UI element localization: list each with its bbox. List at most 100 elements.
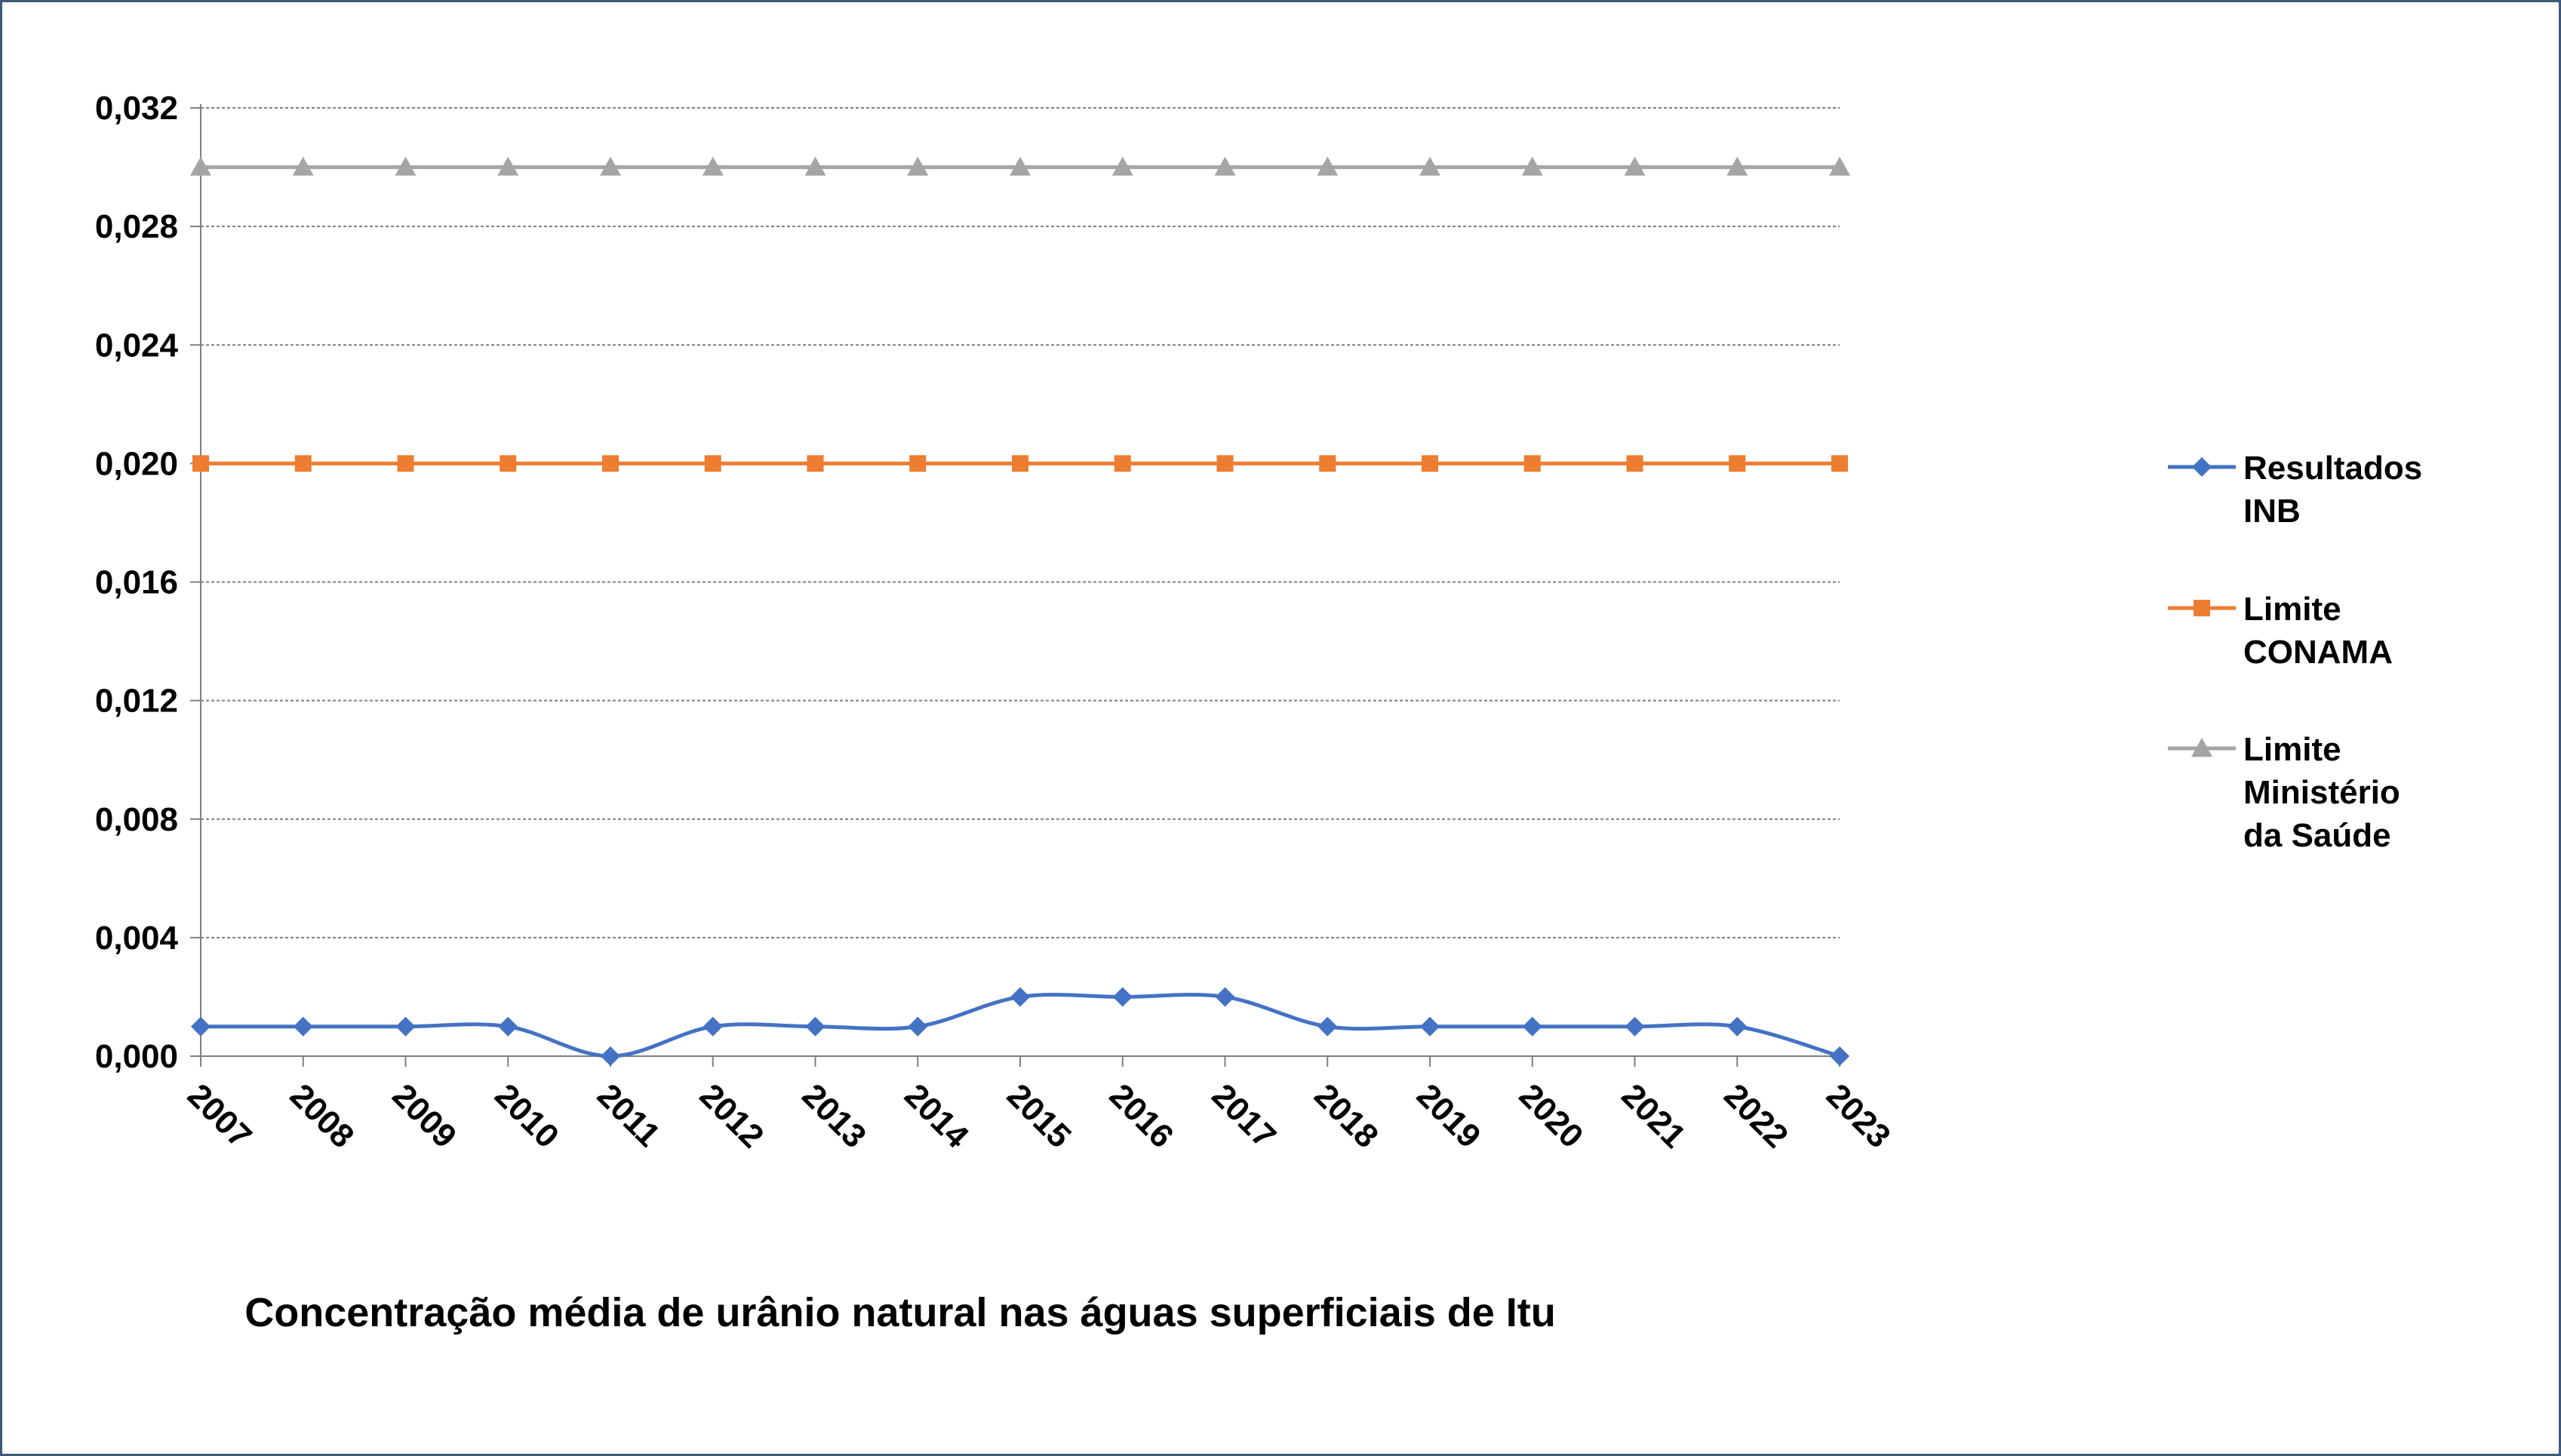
data-point: [601, 1046, 620, 1066]
data-point: [1829, 156, 1850, 176]
data-point: [909, 455, 927, 472]
data-point: [908, 1016, 928, 1037]
gridlines: [201, 107, 1840, 938]
legend-label: Limite: [2243, 591, 2341, 628]
data-point: [1523, 455, 1541, 472]
legend-marker: [2192, 457, 2212, 477]
x-tick-label: 2014: [897, 1077, 976, 1155]
data-point: [1216, 455, 1234, 472]
legend-marker: [2191, 738, 2212, 757]
x-tick-label: 2020: [1512, 1077, 1591, 1155]
data-point: [1317, 1016, 1338, 1037]
legend-entry: Limite CONAMA: [2168, 591, 2393, 671]
data-point: [294, 455, 312, 472]
legend-label: Limite: [2243, 731, 2341, 768]
y-tick-label: 0,012: [95, 683, 178, 720]
y-tick-label: 0,020: [95, 445, 178, 482]
data-point: [1830, 1046, 1849, 1066]
series-0: [191, 987, 1849, 1066]
data-point: [1114, 455, 1131, 472]
legend-label: da Saúde: [2243, 817, 2391, 854]
y-tick-label: 0,000: [95, 1038, 178, 1075]
legend-label: Ministério: [2243, 774, 2400, 811]
data-point: [702, 156, 724, 176]
x-axis-ticks: 2007 2008 2009 2010 2011 2012 2013 2014 2015 2016…: [180, 1077, 1898, 1155]
x-tick-label: 2022: [1717, 1077, 1795, 1155]
data-point: [804, 156, 826, 176]
series-1: [192, 455, 1848, 472]
x-tick-label: 2013: [795, 1077, 873, 1155]
data-point: [1726, 156, 1748, 176]
data-point: [1521, 156, 1543, 176]
data-point: [703, 1016, 723, 1037]
x-tick-label: 2010: [487, 1077, 566, 1155]
data-point: [1215, 987, 1235, 1007]
data-point: [1419, 156, 1440, 176]
data-point: [600, 156, 621, 176]
y-tick-label: 0,028: [95, 208, 178, 245]
axes: [190, 104, 1840, 1067]
x-tick-label: 2017: [1204, 1077, 1283, 1155]
x-tick-label: 2019: [1410, 1077, 1488, 1155]
x-tick-label: 2016: [1102, 1077, 1181, 1155]
x-tick-label: 2007: [180, 1077, 259, 1155]
data-point: [1420, 1016, 1440, 1037]
data-point: [1010, 987, 1030, 1007]
data-point: [1422, 455, 1438, 472]
x-tick-label: 2009: [385, 1077, 463, 1155]
data-point: [1111, 156, 1133, 176]
legend-label: CONAMA: [2243, 634, 2393, 671]
data-point: [1214, 156, 1236, 176]
data-point: [1831, 455, 1848, 472]
data-point: [395, 156, 417, 176]
data-point: [500, 455, 517, 472]
data-point: [1625, 1016, 1645, 1037]
y-tick-label: 0,032: [95, 90, 178, 127]
data-point: [497, 156, 519, 176]
data-point: [1624, 156, 1646, 176]
x-tick-label: 2023: [1819, 1077, 1898, 1155]
data-point: [395, 1016, 416, 1037]
data-point: [1010, 156, 1031, 176]
series: [190, 156, 1850, 1066]
data-point: [293, 1016, 313, 1037]
data-point: [807, 455, 824, 472]
legend-entry: Limite Ministério da Saúde: [2168, 731, 2400, 854]
x-tick-label: 2021: [1614, 1077, 1692, 1155]
data-point: [602, 455, 619, 472]
data-point: [704, 455, 721, 472]
series-2: [190, 156, 1850, 176]
y-tick-label: 0,016: [95, 564, 178, 601]
x-tick-label: 2018: [1307, 1077, 1385, 1155]
y-tick-label: 0,024: [95, 327, 179, 364]
data-point: [192, 455, 209, 472]
x-tick-label: 2008: [283, 1077, 361, 1155]
data-point: [190, 156, 211, 176]
data-point: [1112, 987, 1133, 1007]
data-point: [397, 455, 414, 472]
data-point: [1626, 455, 1643, 472]
data-point: [1317, 156, 1339, 176]
data-point: [907, 156, 929, 176]
legend: Resultados INB Limite CONAMA Limite Ministéri…: [2168, 450, 2422, 854]
data-point: [1012, 455, 1028, 472]
data-point: [1522, 1016, 1542, 1037]
data-point: [191, 1016, 211, 1037]
data-point: [1727, 1016, 1748, 1037]
y-tick-label: 0,004: [95, 920, 179, 957]
chart-title: Concentração média de urânio natural nas…: [244, 1290, 1556, 1335]
y-axis-ticks: 0,000 0,004 0,008 0,012 0,016 0,020 0,024 0,028…: [95, 90, 179, 1075]
data-point: [292, 156, 314, 176]
data-point: [1319, 455, 1336, 472]
x-tick-label: 2015: [1000, 1077, 1078, 1155]
x-tick-label: 2011: [590, 1077, 667, 1153]
legend-label: INB: [2243, 493, 2301, 530]
legend-marker: [2194, 600, 2210, 616]
legend-label: Resultados: [2243, 450, 2422, 487]
x-tick-label: 2012: [693, 1077, 771, 1155]
data-point: [498, 1016, 518, 1037]
data-point: [805, 1016, 825, 1037]
legend-entry: Resultados INB: [2168, 450, 2422, 530]
